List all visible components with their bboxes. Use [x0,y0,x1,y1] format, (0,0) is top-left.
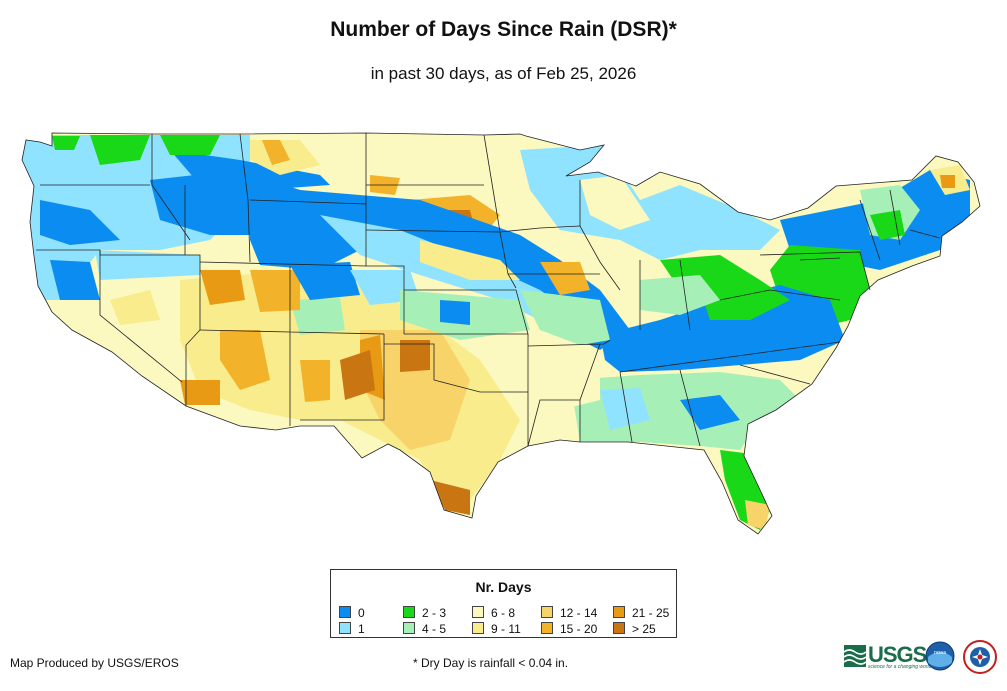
nws-logo [963,640,997,674]
precipitation-raster [22,133,980,534]
map-subtitle: in past 30 days, as of Feb 25, 2026 [370,64,637,83]
legend-swatch [472,606,484,618]
legend-item: 4 - 5 [403,622,446,635]
legend-label: > 25 [632,622,656,636]
legend-label: 4 - 5 [422,622,447,636]
usgs-logo: USGS science for a changing world [844,642,931,670]
legend-swatch [613,622,625,634]
legend-label: 1 [358,622,365,636]
legend-swatch [472,622,484,634]
legend-label: 12 - 14 [560,606,598,620]
legend-label: 15 - 20 [560,622,598,636]
legend-swatch [339,622,351,634]
legend-label: 2 - 3 [422,606,447,620]
legend-label: 6 - 8 [491,606,516,620]
map-title: Number of Days Since Rain (DSR)* [330,18,677,41]
legend-label: 0 [358,606,365,620]
usgs-wordmark: USGS [868,642,927,667]
usgs-tagline: science for a changing world [868,664,932,670]
legend-swatch [339,606,351,618]
dsr-map [21,132,981,535]
legend-item: 12 - 14 [541,606,597,619]
producer-credit: Map Produced by USGS/EROS [10,656,179,670]
noaa-text: noaa [934,650,946,656]
legend-item: 21 - 25 [613,606,669,619]
legend-item: 1 [339,622,365,635]
legend-item: 2 - 3 [403,606,446,619]
legend-swatch [541,622,553,634]
legend: Nr. Days 0 1 2 - 3 4 - 5 6 - 8 9 - 11 12 - 14 1… [330,569,677,638]
legend-item: > 25 [613,622,656,635]
dry-day-note: * Dry Day is rainfall < 0.04 in. [413,656,569,670]
legend-item: 9 - 11 [472,622,521,635]
legend-item: 6 - 8 [472,606,515,619]
legend-item: 0 [339,606,365,619]
legend-label: 21 - 25 [632,606,670,620]
legend-swatch [613,606,625,618]
legend-item: 15 - 20 [541,622,597,635]
legend-swatch [541,606,553,618]
usgs-wave-icon [844,645,866,667]
legend-title: Nr. Days [475,579,532,595]
legend-label: 9 - 11 [491,622,521,636]
state-boundaries [21,132,981,535]
legend-swatch [403,606,415,618]
noaa-logo: noaa [925,641,955,671]
legend-swatch [403,622,415,634]
